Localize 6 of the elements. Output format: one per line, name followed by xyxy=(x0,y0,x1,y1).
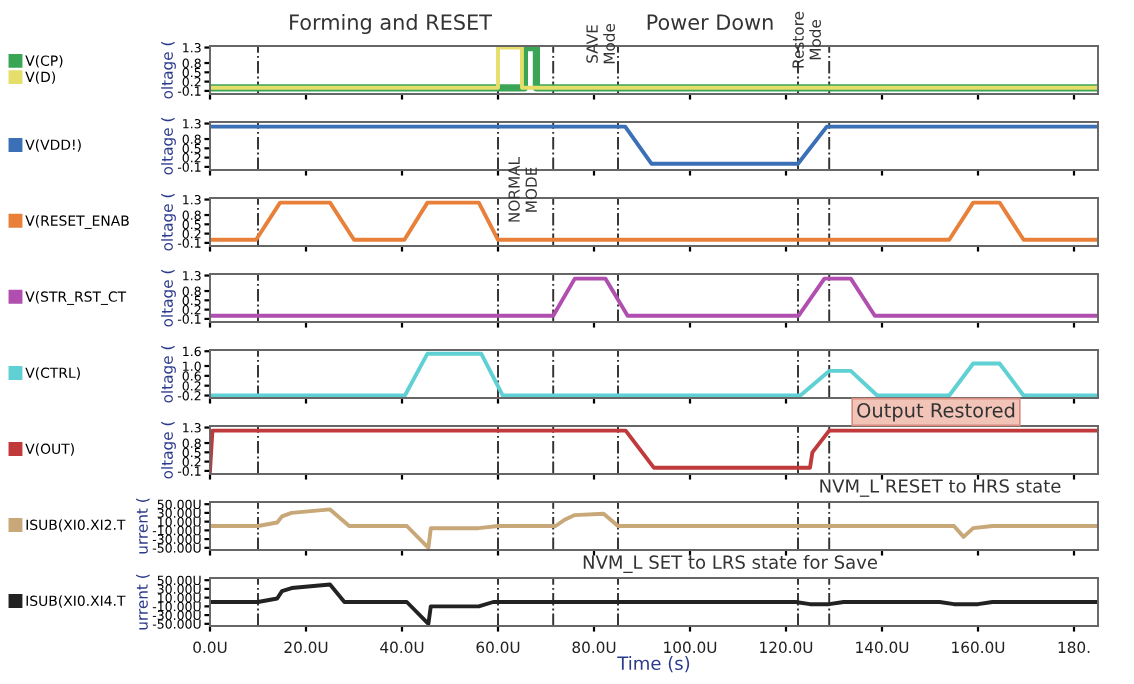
text: Output Restored xyxy=(857,402,1015,422)
x-axis-title: Time (s) xyxy=(617,656,690,673)
text: Power Down xyxy=(647,14,773,31)
text: NVM_L RESET to HRS state xyxy=(820,479,1061,497)
text: NVM_L SET to LRS state for Save xyxy=(583,555,877,573)
text: Forming and RESET xyxy=(290,13,492,35)
